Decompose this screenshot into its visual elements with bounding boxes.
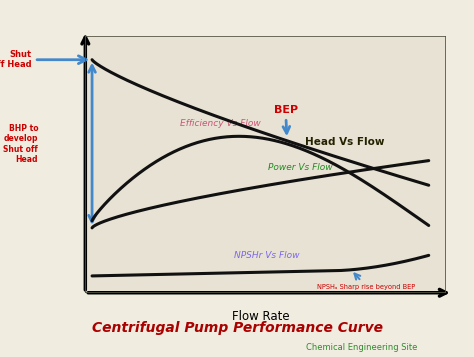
Text: NPSHr Vs Flow: NPSHr Vs Flow — [234, 251, 300, 260]
Text: Centrifugal Pump Performance Curve: Centrifugal Pump Performance Curve — [91, 321, 383, 335]
Text: Efficiency Vs Flow: Efficiency Vs Flow — [180, 119, 260, 128]
Text: Shut
Off Head: Shut Off Head — [0, 50, 86, 69]
Text: NPSHₐ Sharp rise beyond BEP: NPSHₐ Sharp rise beyond BEP — [318, 273, 416, 290]
Text: Head Vs Flow: Head Vs Flow — [305, 137, 384, 147]
Text: Flow Rate: Flow Rate — [232, 310, 289, 323]
Text: BHP to
develop
Shut off
Head: BHP to develop Shut off Head — [3, 124, 38, 164]
Text: BEP: BEP — [273, 105, 298, 133]
Text: Power Vs Flow: Power Vs Flow — [268, 163, 333, 172]
Text: Chemical Engineering Site: Chemical Engineering Site — [306, 343, 417, 352]
